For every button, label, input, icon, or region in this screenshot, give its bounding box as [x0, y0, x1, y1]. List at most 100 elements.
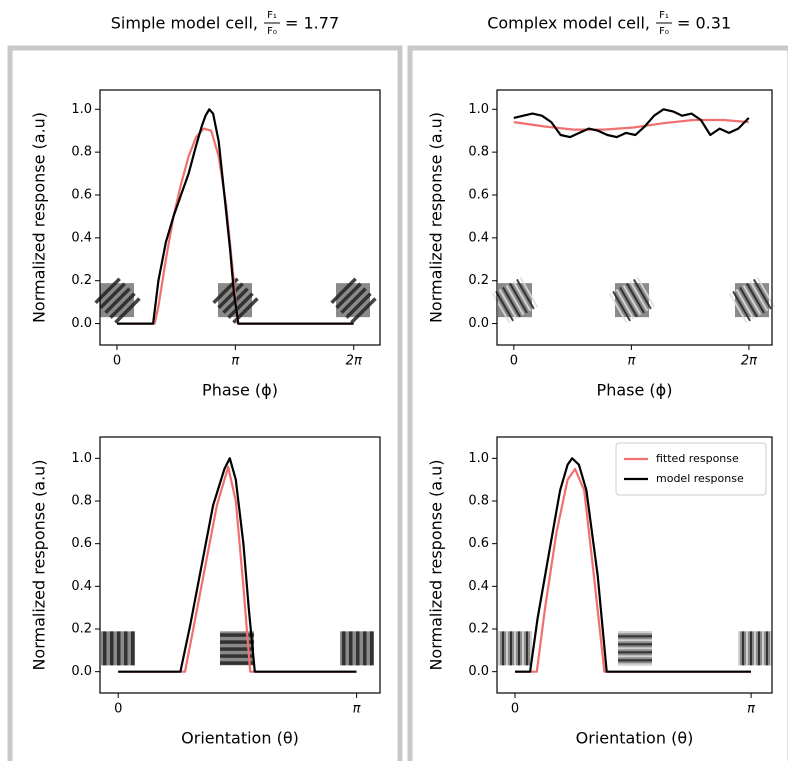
y-axis-label: Normalized response (a.u): [30, 112, 49, 323]
stripe: [746, 631, 748, 666]
stimulus-icon: [458, 601, 572, 701]
column-title: Complex model cell,: [487, 14, 650, 33]
stripe: [210, 276, 260, 325]
y-tick-label: 0.6: [468, 536, 489, 551]
ratio-denominator: F₀: [267, 26, 277, 37]
stripe: [738, 276, 776, 324]
series-line: [117, 108, 354, 325]
stimulus-icon: [328, 601, 423, 701]
stripe: [554, 601, 556, 701]
stripes: [184, 612, 284, 707]
stripe: [498, 631, 500, 666]
y-tick-label: 0.8: [71, 145, 92, 160]
stripe: [184, 612, 284, 616]
stripe: [698, 601, 700, 701]
x-tick-label: 2π: [346, 354, 362, 369]
stripe: [504, 276, 539, 324]
x-tick-label: 0: [114, 702, 122, 717]
stripe: [758, 631, 760, 666]
stripe: [660, 229, 712, 317]
stripe: [566, 601, 568, 701]
stripe: [335, 601, 339, 701]
stripe: [458, 601, 460, 701]
y-tick-label: 0.0: [468, 664, 489, 679]
stripe: [184, 703, 284, 707]
series-line: [118, 457, 357, 673]
stripe: [152, 601, 156, 701]
stripe: [621, 276, 656, 324]
stripe: [528, 276, 539, 324]
stripe: [349, 631, 353, 666]
stripe: [608, 284, 615, 324]
stripe: [770, 631, 772, 666]
stripe: [618, 643, 652, 646]
stripe: [173, 601, 177, 701]
stimulus-icon: [184, 612, 284, 707]
series-line: [515, 467, 751, 673]
stripe: [210, 276, 260, 325]
stripe: [220, 654, 254, 658]
stripe: [608, 276, 646, 324]
stripe: [166, 601, 170, 701]
y-tick-label: 0.8: [468, 494, 489, 509]
stripe: [184, 675, 284, 679]
plot-frame: [99, 89, 381, 346]
x-tick-label: 0: [113, 354, 121, 369]
stripe: [649, 276, 656, 323]
x-tick-label: π: [747, 702, 755, 717]
stripe: [356, 631, 360, 666]
stripe: [530, 631, 532, 666]
stripe: [180, 601, 184, 701]
y-tick-label: 0.8: [468, 145, 489, 160]
stripe: [526, 631, 528, 666]
stripe: [328, 276, 378, 325]
stripe: [490, 601, 492, 701]
stripe: [582, 675, 682, 677]
stripes: [582, 615, 682, 701]
stimulus-icon: [491, 276, 539, 324]
stripe: [742, 631, 744, 666]
stripe: [762, 631, 764, 666]
stripe: [582, 667, 682, 669]
stripe: [184, 626, 284, 630]
y-tick-label: 0.4: [71, 230, 92, 245]
ratio-value: = 1.77: [285, 14, 339, 33]
stripe: [754, 631, 756, 666]
stripe: [718, 601, 720, 701]
stripe: [710, 601, 712, 701]
stripe: [570, 601, 572, 701]
stripe: [582, 679, 682, 681]
y-tick-label: 0.8: [71, 494, 92, 509]
stripe: [582, 683, 682, 685]
stripe: [466, 601, 468, 701]
stripe: [582, 699, 682, 701]
stripe: [68, 601, 72, 701]
y-tick-label: 0.0: [71, 316, 92, 331]
stripe: [478, 601, 480, 701]
stripe: [582, 619, 682, 621]
stripe: [582, 623, 682, 625]
stripe: [96, 601, 100, 701]
stripe: [328, 276, 378, 325]
stripe: [328, 601, 332, 701]
stripe: [370, 631, 374, 666]
stripe: [138, 601, 142, 701]
stripes: [458, 601, 572, 701]
stripes: [68, 601, 184, 701]
y-axis-label: Normalized response (a.u): [427, 112, 446, 323]
stripe: [618, 635, 652, 638]
stripe: [728, 276, 766, 324]
stripe: [159, 601, 163, 701]
stripe: [419, 601, 423, 701]
stripe: [89, 601, 93, 701]
ratio-numerator: F₁: [267, 10, 277, 21]
stripe: [412, 601, 416, 701]
stripe: [582, 627, 682, 629]
stripe: [501, 276, 539, 324]
stripe: [765, 276, 776, 324]
stripe: [582, 615, 682, 617]
stripe: [522, 631, 524, 666]
stripe: [514, 631, 516, 666]
stripe: [131, 631, 135, 666]
